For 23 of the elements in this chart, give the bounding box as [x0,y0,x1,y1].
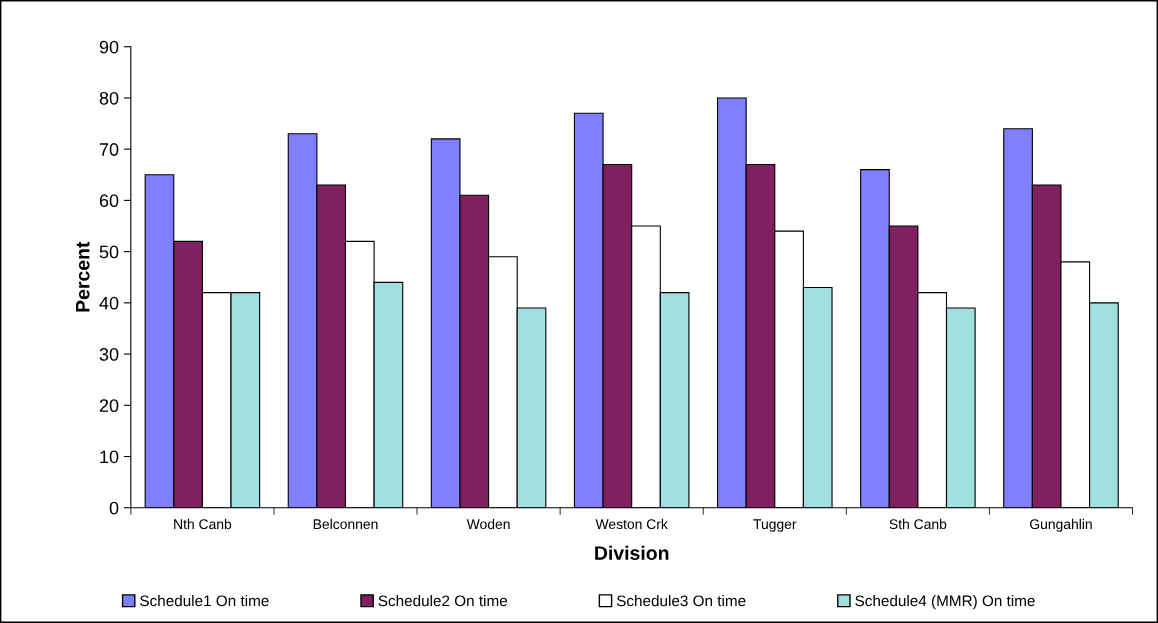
x-tick-label: Woden [466,518,510,530]
x-axis-title: Division [595,545,669,560]
x-tick-label: Sth Canb [889,518,947,530]
legend-label: Schedule2 On time [378,595,508,607]
x-tick-label: Weston Crk [595,518,668,530]
legend-label: Schedule3 On time [616,595,746,607]
x-tick-label: Gungahlin [1030,518,1092,532]
y-tick-label: 90 [99,40,119,54]
y-axis-title: Percent [76,241,90,312]
legend-label: Schedule1 On time [140,595,269,607]
y-tick-label: 60 [99,194,119,208]
y-tick-label: 70 [99,143,119,156]
y-tick-label: 40 [99,296,119,310]
y-tick-label: 50 [99,245,119,259]
legend-label: Schedule4 (MMR) On time [855,595,1035,610]
y-tick-label: 30 [99,348,119,361]
y-tick-label: 20 [99,399,119,413]
x-tick-label: Nth Canb [174,518,232,530]
y-tick-label: 0 [109,501,119,515]
x-tick-label: Belconnen [313,518,378,530]
x-tick-label: Tugger [753,519,797,532]
y-tick-label: 80 [99,91,119,105]
y-tick-label: 10 [100,450,119,464]
